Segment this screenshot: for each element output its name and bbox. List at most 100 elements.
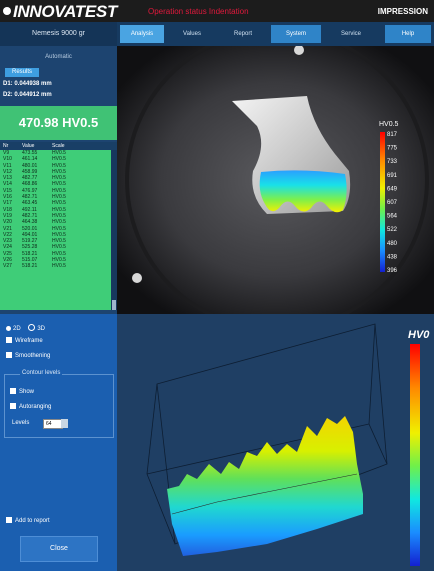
micro-legend-tick: 396 bbox=[387, 268, 398, 274]
close-button[interactable]: Close bbox=[20, 536, 98, 562]
row-scale: HV0.5 bbox=[52, 212, 66, 219]
row-value: 492.11 bbox=[22, 206, 37, 213]
table-scrollbar-thumb[interactable] bbox=[112, 300, 116, 310]
table-row[interactable]: V19 482.71 HV0.5 bbox=[0, 213, 111, 219]
table-scrollbar[interactable] bbox=[111, 150, 117, 310]
show-check-icon[interactable] bbox=[10, 388, 16, 394]
row-scale: HV0.5 bbox=[52, 225, 66, 232]
tab-report[interactable]: Report bbox=[233, 31, 252, 37]
table-row[interactable]: V22 494.01 HV0.5 bbox=[0, 232, 111, 238]
title-bar: INNOVATEST Operation status Indentation … bbox=[0, 0, 434, 22]
row-nr: V22 bbox=[3, 231, 12, 238]
micro-legend-tick: 438 bbox=[387, 254, 398, 260]
table-row[interactable]: V27 518.21 HV0.5 bbox=[0, 263, 111, 269]
hardness-3d-plot[interactable]: HV0 bbox=[117, 314, 434, 571]
row-nr: V20 bbox=[3, 219, 12, 226]
logo-text: INNOVATEST bbox=[13, 2, 118, 21]
table-row[interactable]: V9 473.55 HV0.5 bbox=[0, 150, 111, 156]
micro-legend-tick: 564 bbox=[387, 214, 398, 220]
smoothing-check-icon[interactable] bbox=[6, 352, 12, 358]
radio-3d-icon[interactable] bbox=[28, 324, 36, 331]
row-scale: HV0.5 bbox=[52, 263, 66, 270]
row-nr: V25 bbox=[3, 250, 12, 257]
tab-values[interactable]: Values bbox=[183, 31, 201, 37]
wireframe-check-icon[interactable] bbox=[6, 337, 12, 343]
table-row[interactable]: V21 520.01 HV0.5 bbox=[0, 226, 111, 232]
levels-input[interactable]: 64 bbox=[43, 419, 63, 429]
add-to-report-check-icon[interactable] bbox=[6, 517, 12, 523]
tab-service[interactable]: Service bbox=[340, 31, 361, 37]
show-checkbox[interactable]: Show bbox=[10, 388, 34, 395]
row-scale: HV0.5 bbox=[52, 219, 66, 226]
row-value: 458.99 bbox=[22, 168, 38, 175]
table-row[interactable]: V12 458.99 HV0.5 bbox=[0, 169, 111, 175]
add-to-report-checkbox[interactable]: Add to report bbox=[6, 517, 50, 524]
row-scale: HV0.5 bbox=[52, 250, 66, 257]
row-scale: HV0.5 bbox=[52, 257, 66, 264]
row-scale: HV0.5 bbox=[52, 200, 66, 207]
surface-contour-line bbox=[171, 473, 358, 515]
tab-analysis[interactable]: Analysis bbox=[120, 25, 164, 43]
micrograph-image: HV0.5 817 775 733 691 649 607 564 522 480 438 396 bbox=[117, 46, 434, 314]
row-scale: HV0.5 bbox=[52, 168, 66, 175]
micro-legend-bar bbox=[380, 132, 385, 272]
autorange-checkbox[interactable]: Autoranging bbox=[10, 403, 51, 410]
row-scale: HV0.5 bbox=[52, 181, 66, 188]
mount-ring bbox=[125, 46, 429, 314]
row-nr: V19 bbox=[3, 212, 12, 219]
row-value: 494.01 bbox=[22, 231, 38, 238]
table-row[interactable]: V18 492.11 HV0.5 bbox=[0, 207, 111, 213]
row-nr: V18 bbox=[3, 206, 12, 213]
row-value: 461.14 bbox=[22, 156, 38, 163]
radio-2d-icon[interactable] bbox=[6, 326, 11, 331]
table-row[interactable]: V16 482.71 HV0.5 bbox=[0, 194, 111, 200]
micrograph-view[interactable]: HV0.5 817 775 733 691 649 607 564 522 480 438 396 bbox=[117, 46, 434, 314]
results-table[interactable]: V9 473.55 HV0.5 V10 461.14 HV0.5 V11 480.01 HV0.… bbox=[0, 150, 111, 310]
row-scale: HV0.5 bbox=[52, 231, 66, 238]
plot3d-legend-bar bbox=[410, 344, 420, 566]
row-value: 476.97 bbox=[22, 187, 38, 194]
mode-label: Automatic bbox=[45, 54, 72, 60]
col-value: Value bbox=[22, 143, 35, 149]
table-row[interactable]: V24 525.28 HV0.5 bbox=[0, 244, 111, 250]
table-row[interactable]: V26 515.07 HV0.5 bbox=[0, 257, 111, 263]
levels-stepper[interactable] bbox=[61, 419, 68, 428]
table-row[interactable]: V10 461.14 HV0.5 bbox=[0, 156, 111, 162]
col-nr: Nr bbox=[3, 143, 9, 149]
wireframe-checkbox[interactable]: Wireframe bbox=[6, 337, 43, 344]
autorange-check-icon[interactable] bbox=[10, 403, 16, 409]
row-value: 520.01 bbox=[22, 225, 38, 232]
row-nr: V21 bbox=[3, 225, 12, 232]
radio-2d-label[interactable]: 2D bbox=[13, 326, 21, 332]
table-row[interactable]: V20 464.38 HV0.5 bbox=[0, 219, 111, 225]
table-row[interactable]: V23 519.27 HV0.5 bbox=[0, 238, 111, 244]
smoothing-checkbox[interactable]: Smoothening bbox=[6, 352, 50, 359]
table-row[interactable]: V15 476.97 HV0.5 bbox=[0, 188, 111, 194]
show-label: Show bbox=[19, 389, 35, 395]
table-row[interactable]: V13 482.77 HV0.5 bbox=[0, 175, 111, 181]
row-value: 515.07 bbox=[22, 257, 38, 264]
d2-readout: D2: 0.044912 mm bbox=[3, 92, 52, 98]
row-value: 518.21 bbox=[22, 263, 38, 270]
row-scale: HV0.5 bbox=[52, 206, 66, 213]
row-nr: V17 bbox=[3, 200, 12, 207]
table-row[interactable]: V11 480.01 HV0.5 bbox=[0, 163, 111, 169]
logo-dot-icon bbox=[3, 7, 11, 15]
row-value: 463.45 bbox=[22, 200, 38, 207]
row-nr: V27 bbox=[3, 263, 12, 270]
tab-help[interactable]: Help bbox=[385, 25, 431, 43]
table-row[interactable]: V17 463.45 HV0.5 bbox=[0, 200, 111, 206]
results-table-header: Nr Value Scale bbox=[0, 142, 117, 150]
tab-system[interactable]: System bbox=[271, 25, 321, 43]
micro-legend-tick: 480 bbox=[387, 241, 398, 247]
brand-label: IMPRESSION bbox=[377, 7, 428, 16]
main-tabs: Analysis Values Report System Service He… bbox=[117, 22, 434, 46]
row-value: 464.38 bbox=[22, 219, 38, 226]
results-button[interactable]: Results bbox=[5, 68, 39, 77]
row-scale: HV0.5 bbox=[52, 194, 66, 201]
table-row[interactable]: V14 468.86 HV0.5 bbox=[0, 181, 111, 187]
radio-3d-label[interactable]: 3D bbox=[37, 326, 46, 332]
row-nr: V16 bbox=[3, 194, 12, 201]
table-row[interactable]: V25 518.21 HV0.5 bbox=[0, 251, 111, 257]
row-nr: V11 bbox=[3, 162, 12, 169]
